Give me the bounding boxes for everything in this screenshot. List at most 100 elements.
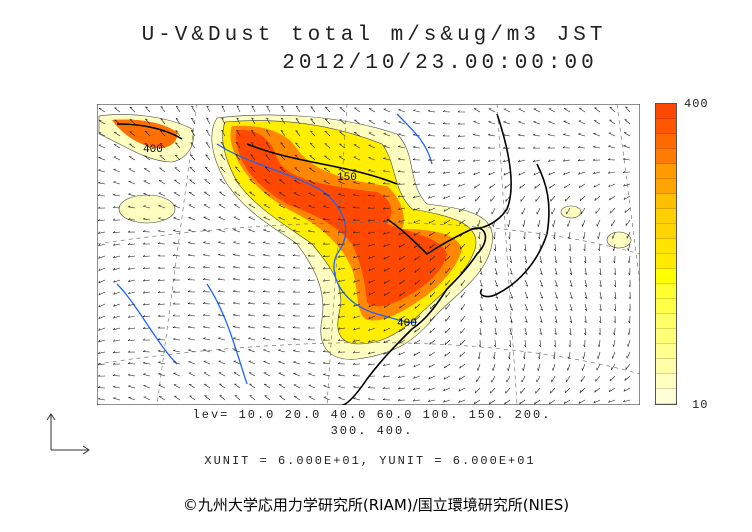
wind-arrow	[233, 241, 241, 245]
wind-arrow	[428, 231, 436, 237]
wind-arrow	[294, 167, 301, 173]
wind-arrow	[232, 313, 241, 317]
wind-arrow	[494, 315, 498, 323]
wind-arrow	[623, 399, 631, 403]
wind-arrow	[277, 290, 286, 293]
wind-arrow	[445, 291, 451, 298]
wind-arrow	[507, 219, 511, 227]
wind-arrow	[129, 131, 136, 137]
wind-arrow	[427, 121, 436, 125]
wind-arrow	[444, 255, 451, 262]
wind-arrow	[622, 170, 631, 173]
wind-arrow	[218, 337, 226, 341]
wind-arrow	[160, 130, 166, 137]
wind-arrow	[554, 267, 558, 275]
wind-arrow	[613, 255, 616, 264]
wind-arrow	[127, 230, 136, 233]
wind-arrow	[399, 267, 406, 273]
wind-arrow	[280, 117, 286, 125]
wind-arrow	[442, 122, 451, 125]
wind-arrow	[609, 119, 616, 125]
wind-arrow	[218, 360, 226, 365]
wind-arrow	[443, 195, 451, 200]
wind-arrow	[97, 386, 106, 389]
wind-arrow	[430, 303, 436, 310]
wind-arrow	[310, 118, 316, 125]
wind-arrow	[427, 183, 436, 186]
wind-arrow	[277, 314, 286, 317]
wind-arrow	[579, 195, 586, 202]
wind-arrow	[509, 291, 514, 299]
wind-arrow	[292, 302, 301, 305]
wind-arrow	[113, 291, 121, 295]
wind-arrow	[503, 171, 511, 176]
wind-arrow	[458, 207, 466, 213]
wind-arrow	[262, 278, 271, 281]
wind-arrow	[563, 399, 571, 405]
wind-arrow	[383, 327, 391, 332]
wind-arrow	[520, 387, 526, 394]
wind-arrow	[217, 313, 226, 317]
dust-concentration-fill	[98, 114, 632, 360]
wind-arrow	[539, 303, 543, 311]
wind-arrow	[598, 255, 601, 264]
wind-arrow	[233, 360, 241, 365]
wind-arrow	[476, 375, 481, 383]
wind-arrow	[488, 108, 496, 113]
wind-arrow	[443, 387, 451, 392]
colorbar-band	[656, 239, 676, 254]
wind-arrow	[217, 277, 226, 281]
wind-arrow	[413, 243, 421, 249]
wind-arrow	[293, 361, 301, 365]
wind-arrow	[173, 349, 181, 353]
wind-arrow	[429, 327, 436, 334]
wind-arrow	[622, 157, 631, 161]
wind-arrow	[627, 339, 631, 347]
wind-arrow	[398, 327, 406, 333]
wind-arrow	[473, 133, 481, 137]
wind-arrow	[412, 399, 421, 402]
wind-arrow	[339, 143, 346, 149]
wind-arrow	[175, 142, 181, 149]
wind-arrow	[202, 302, 211, 305]
wind-arrow	[583, 243, 586, 252]
wind-arrow	[596, 219, 601, 227]
wind-arrow	[278, 229, 286, 233]
wind-arrow	[308, 373, 316, 377]
wind-arrow	[613, 315, 616, 324]
wind-arrow	[578, 133, 586, 137]
wind-arrow	[175, 105, 181, 113]
wind-arrow	[383, 231, 391, 235]
wind-arrow	[427, 146, 436, 149]
wind-arrow	[293, 349, 301, 353]
wind-arrow	[174, 167, 181, 173]
wind-arrow	[491, 207, 496, 215]
wind-arrow	[142, 230, 151, 233]
wind-arrow	[549, 183, 556, 189]
wind-arrow	[221, 117, 226, 125]
wind-arrow	[562, 159, 571, 162]
wind-arrow	[159, 167, 166, 173]
wind-arrow	[412, 195, 421, 198]
wind-arrow	[249, 191, 256, 197]
wind-arrow	[337, 315, 346, 318]
wind-arrow	[127, 218, 136, 221]
wind-arrow	[524, 279, 529, 287]
wind-arrow	[142, 338, 151, 341]
wind-arrow	[569, 327, 572, 336]
wind-arrow	[474, 387, 481, 394]
wind-arrow	[442, 159, 451, 162]
wind-arrow	[262, 253, 271, 257]
wind-arrow	[157, 349, 166, 353]
wind-arrow	[477, 363, 481, 371]
wind-arrow	[142, 361, 151, 365]
wind-arrow	[127, 242, 136, 245]
wind-arrow	[458, 387, 466, 392]
wind-arrow	[368, 315, 376, 320]
wind-arrow	[442, 171, 451, 174]
wind-arrow	[353, 279, 361, 283]
wind-arrow	[145, 106, 151, 113]
wind-arrow	[128, 180, 136, 185]
wind-arrow	[293, 372, 301, 377]
wind-arrow	[247, 313, 256, 317]
